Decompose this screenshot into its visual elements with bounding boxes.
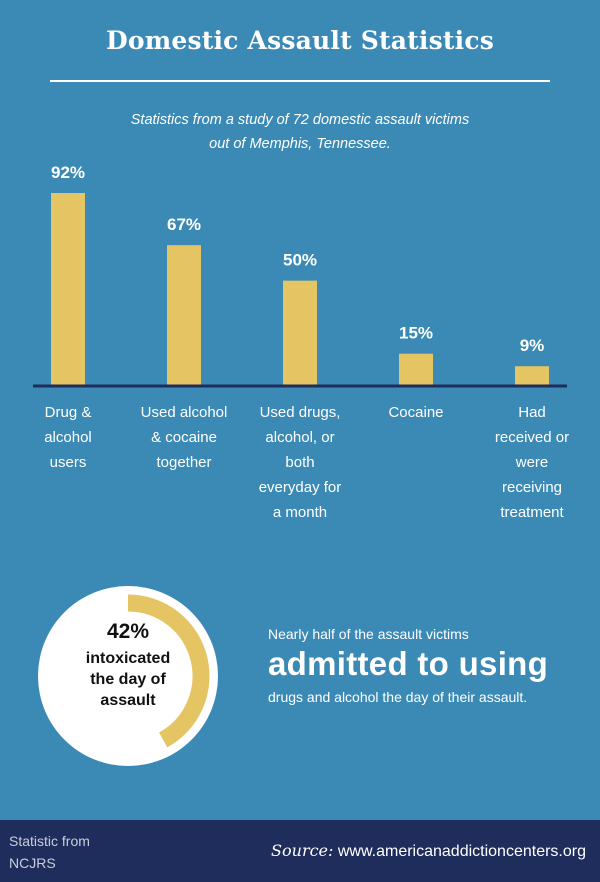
category-label-line: received or — [494, 429, 570, 446]
bar-2 — [283, 280, 317, 385]
category-label-line: together — [156, 454, 212, 471]
callout-intro: Nearly half of the assault victims — [268, 626, 469, 642]
footer-credit: Statistic from NCJRS — [9, 830, 90, 874]
category-label-line: & cocaine — [151, 429, 217, 446]
donut-disc — [38, 586, 218, 766]
category-label-line: alcohol, or — [265, 429, 335, 446]
category-label-line: treatment — [500, 504, 564, 521]
category-label-line: everyday for — [258, 479, 342, 496]
donut-caption-line: assault — [100, 692, 156, 709]
category-label: Used alcohol & cocaine together — [129, 400, 239, 475]
callout-outro: drugs and alcohol the day of their assau… — [268, 689, 528, 705]
category-label-line: Cocaine — [388, 404, 444, 421]
category-label-line: Used alcohol — [140, 404, 228, 421]
title-divider — [50, 80, 550, 82]
category-label-line: a month — [272, 504, 328, 521]
footer: Statistic from NCJRS Source: www.america… — [0, 820, 600, 882]
donut-caption-line: intoxicated — [85, 650, 171, 667]
bar-1 — [167, 245, 201, 385]
bar-value-label: 50% — [283, 251, 317, 270]
bar-value-label: 67% — [167, 215, 201, 234]
category-label-line: both — [285, 454, 315, 471]
bar-value-label: 15% — [399, 324, 433, 343]
donut-text: 42% intoxicated the day of assault — [38, 620, 218, 711]
bar-3 — [399, 353, 433, 385]
footer-credit-line: NCJRS — [9, 855, 56, 871]
callout-emphasis: admitted to using — [268, 645, 549, 682]
category-label-line: were — [515, 454, 549, 471]
category-label-line: alcohol — [44, 429, 92, 446]
donut-caption-line: the day of — [90, 671, 166, 688]
category-label-line: Drug & — [44, 404, 92, 421]
category-label: Drug & alcohol users — [13, 400, 123, 475]
subtitle-line: Statistics from a study of 72 domestic a… — [130, 112, 470, 128]
footer-credit-line: Statistic from — [9, 833, 90, 849]
category-label-line: Used drugs, — [259, 404, 341, 421]
source-url[interactable]: www.americanaddictioncenters.org — [337, 843, 586, 860]
category-label-line: receiving — [501, 479, 563, 496]
subtitle-line: out of Memphis, Tennessee. — [209, 136, 391, 152]
donut-chart — [38, 586, 218, 766]
category-label: Had received or were receiving treatment — [477, 400, 587, 525]
donut-caption: intoxicated the day of assault — [73, 648, 183, 711]
donut-arc — [127, 594, 210, 748]
donut-percent: 42% — [106, 620, 150, 643]
bar-0 — [51, 193, 85, 385]
source-label: Source: — [271, 841, 334, 860]
bar-4 — [515, 366, 549, 385]
page-title: Domestic Assault Statistics — [105, 26, 495, 55]
category-label-line: users — [49, 454, 87, 471]
footer-source: Source: www.americanaddictioncenters.org — [271, 841, 586, 861]
subtitle: Statistics from a study of 72 domestic a… — [100, 108, 500, 156]
category-label-line: Had — [518, 404, 546, 421]
bar-chart: 92% 67% 50% 15% 9% — [33, 163, 567, 388]
bar-value-label: 92% — [51, 163, 85, 182]
category-label: Used drugs, alcohol, or both everyday for a … — [245, 400, 355, 525]
bar-value-label: 9% — [520, 336, 545, 355]
category-label: Cocaine — [361, 400, 471, 425]
